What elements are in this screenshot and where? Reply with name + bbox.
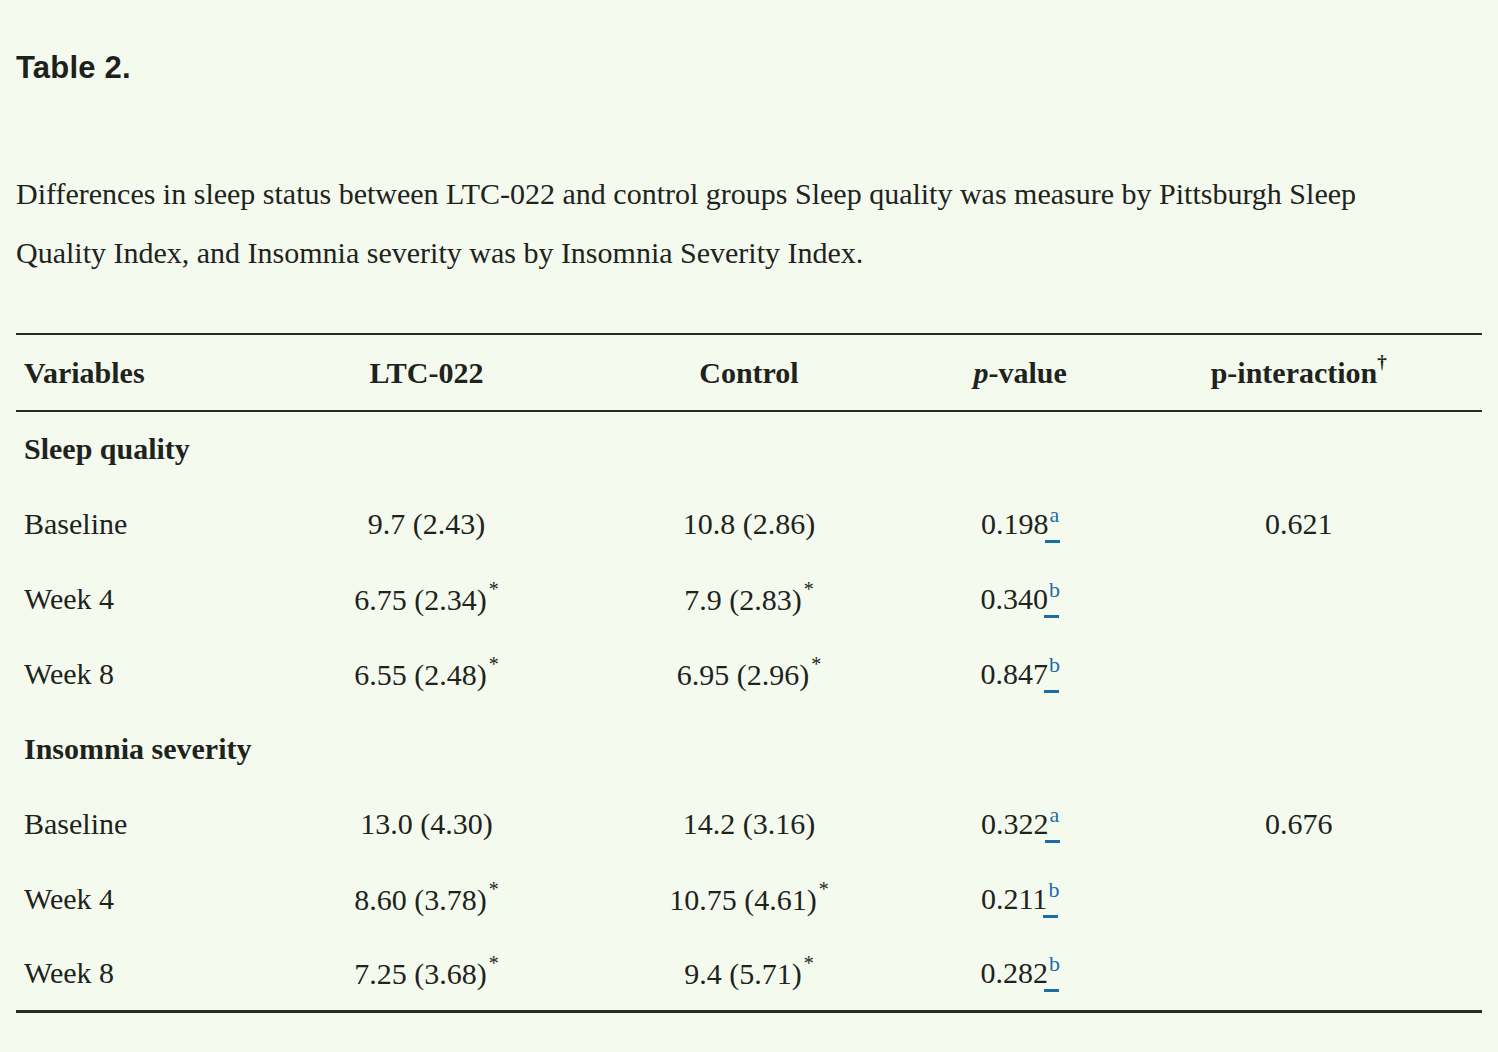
table-row: Week 48.60 (3.78)*10.75 (4.61)*0.211b — [16, 861, 1482, 936]
significance-star: * — [489, 578, 499, 600]
table-row: Week 86.55 (2.48)*6.95 (2.96)*0.847b — [16, 636, 1482, 711]
p-interaction-cell — [1115, 936, 1482, 1011]
significance-star: * — [811, 653, 821, 675]
p-value-cell: 0.847b — [925, 636, 1116, 711]
footnote-link-a[interactable]: a — [1050, 804, 1060, 826]
p-interaction-cell — [1115, 861, 1482, 936]
significance-star: * — [489, 878, 499, 900]
ltc022-cell: 6.55 (2.48)* — [280, 636, 573, 711]
table-caption: Differences in sleep status between LTC-… — [16, 164, 1446, 282]
significance-star: * — [489, 653, 499, 675]
column-header-p-interaction: p-interaction† — [1115, 334, 1482, 411]
control-cell: 14.2 (3.16) — [573, 786, 925, 861]
control-cell: 7.9 (2.83)* — [573, 561, 925, 636]
column-header-variables: Variables — [16, 334, 280, 411]
p-interaction-cell — [1115, 636, 1482, 711]
row-label: Week 4 — [16, 861, 280, 936]
table-body: Sleep qualityBaseline9.7 (2.43)10.8 (2.8… — [16, 411, 1482, 1011]
article-table-section: Table 2. Differences in sleep status bet… — [0, 0, 1498, 1013]
p-interaction-cell — [1115, 561, 1482, 636]
control-cell: 6.95 (2.96)* — [573, 636, 925, 711]
row-label: Baseline — [16, 486, 280, 561]
section-label: Insomnia severity — [16, 711, 1482, 786]
table-row: Baseline13.0 (4.30)14.2 (3.16)0.322a0.67… — [16, 786, 1482, 861]
significance-star: * — [804, 952, 814, 974]
footnote-link-b[interactable]: b — [1049, 654, 1060, 676]
column-header-ltc-022: LTC-022 — [280, 334, 573, 411]
section-row: Sleep quality — [16, 411, 1482, 486]
significance-star: * — [819, 878, 829, 900]
row-label: Week 8 — [16, 636, 280, 711]
results-table: VariablesLTC-022Controlp-valuep-interact… — [16, 333, 1482, 1013]
p-value-cell: 0.340b — [925, 561, 1116, 636]
p-interaction-cell: 0.621 — [1115, 486, 1482, 561]
row-label: Week 8 — [16, 936, 280, 1011]
table-row: Week 46.75 (2.34)*7.9 (2.83)*0.340b — [16, 561, 1482, 636]
italic-p-prefix: p — [974, 356, 989, 389]
control-cell: 9.4 (5.71)* — [573, 936, 925, 1011]
column-header-p-value: p-value — [925, 334, 1116, 411]
ltc022-cell: 7.25 (3.68)* — [280, 936, 573, 1011]
ltc022-cell: 13.0 (4.30) — [280, 786, 573, 861]
table-header-row: VariablesLTC-022Controlp-valuep-interact… — [16, 334, 1482, 411]
footnote-link-a[interactable]: a — [1050, 504, 1060, 526]
control-cell: 10.8 (2.86) — [573, 486, 925, 561]
significance-star: * — [489, 952, 499, 974]
table-title: Table 2. — [16, 0, 1482, 86]
p-value-cell: 0.198a — [925, 486, 1116, 561]
table-row: Week 87.25 (3.68)*9.4 (5.71)*0.282b — [16, 936, 1482, 1011]
footnote-link-b[interactable]: b — [1049, 953, 1060, 975]
dagger-icon: † — [1377, 351, 1387, 372]
row-label: Week 4 — [16, 561, 280, 636]
significance-star: * — [804, 578, 814, 600]
table-row: Baseline9.7 (2.43)10.8 (2.86)0.198a0.621 — [16, 486, 1482, 561]
p-value-cell: 0.282b — [925, 936, 1116, 1011]
row-label: Baseline — [16, 786, 280, 861]
ltc022-cell: 9.7 (2.43) — [280, 486, 573, 561]
header-row: VariablesLTC-022Controlp-valuep-interact… — [16, 334, 1482, 411]
p-value-cell: 0.211b — [925, 861, 1116, 936]
ltc022-cell: 8.60 (3.78)* — [280, 861, 573, 936]
column-header-control: Control — [573, 334, 925, 411]
section-label: Sleep quality — [16, 411, 1482, 486]
footnote-link-b[interactable]: b — [1049, 579, 1060, 601]
p-value-cell: 0.322a — [925, 786, 1116, 861]
ltc022-cell: 6.75 (2.34)* — [280, 561, 573, 636]
footnote-link-b[interactable]: b — [1048, 879, 1059, 901]
control-cell: 10.75 (4.61)* — [573, 861, 925, 936]
section-row: Insomnia severity — [16, 711, 1482, 786]
p-interaction-cell: 0.676 — [1115, 786, 1482, 861]
